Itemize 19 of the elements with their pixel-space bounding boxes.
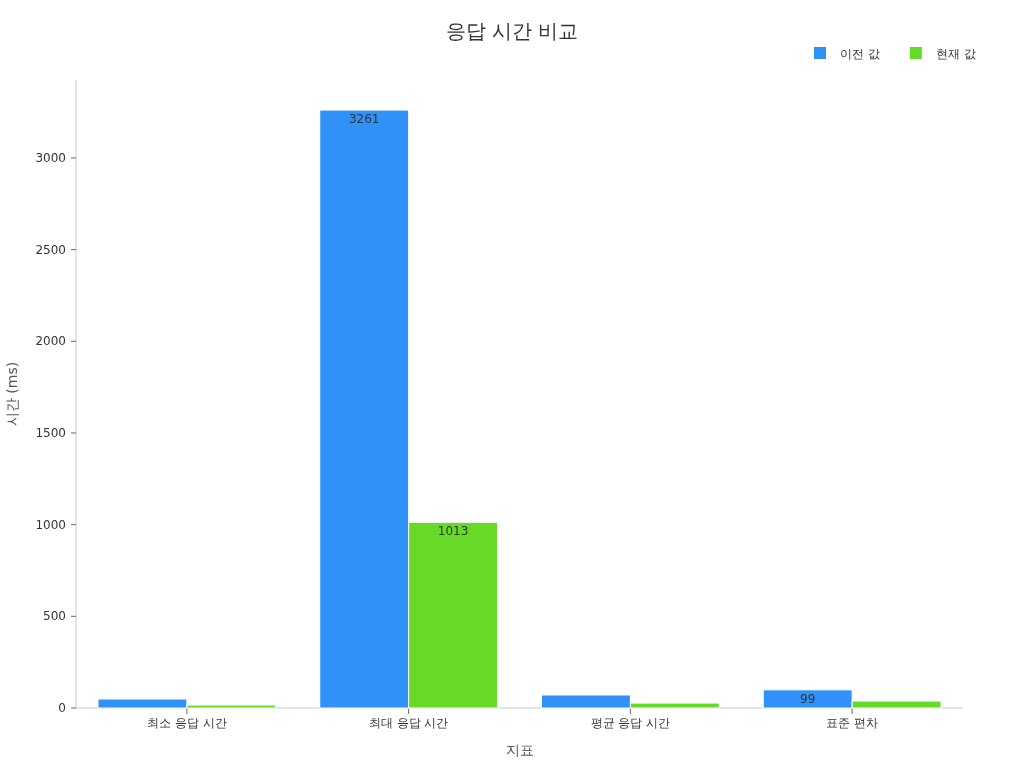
x-tick-label: 평균 응답 시간 <box>590 716 671 730</box>
data-label: 3261 <box>348 112 380 127</box>
y-tick-label: 1000 <box>35 517 66 532</box>
legend-label: 현재 값 <box>935 47 976 61</box>
data-label: 99 <box>800 691 816 706</box>
x-axis-title: 지표 <box>505 742 534 758</box>
y-axis-title: 시간 (ms) <box>4 361 20 427</box>
x-tick-label: 최소 응답 시간 <box>147 716 227 730</box>
y-tick-label: 2000 <box>35 334 66 349</box>
x-tick-label: 최대 응답 시간 <box>368 716 449 730</box>
y-tick-label: 500 <box>43 609 66 624</box>
y-tick-label: 0 <box>58 701 66 715</box>
data-label: 1013 <box>437 524 469 539</box>
y-tick-label: 3000 <box>35 150 66 165</box>
legend-label: 이전 값 <box>840 47 880 61</box>
chart-title: 응답 시간 비교 <box>445 19 579 43</box>
y-tick-label: 1500 <box>35 425 66 440</box>
x-tick-label: 표준 편차 <box>826 716 879 730</box>
y-tick-label: 2500 <box>35 242 66 257</box>
